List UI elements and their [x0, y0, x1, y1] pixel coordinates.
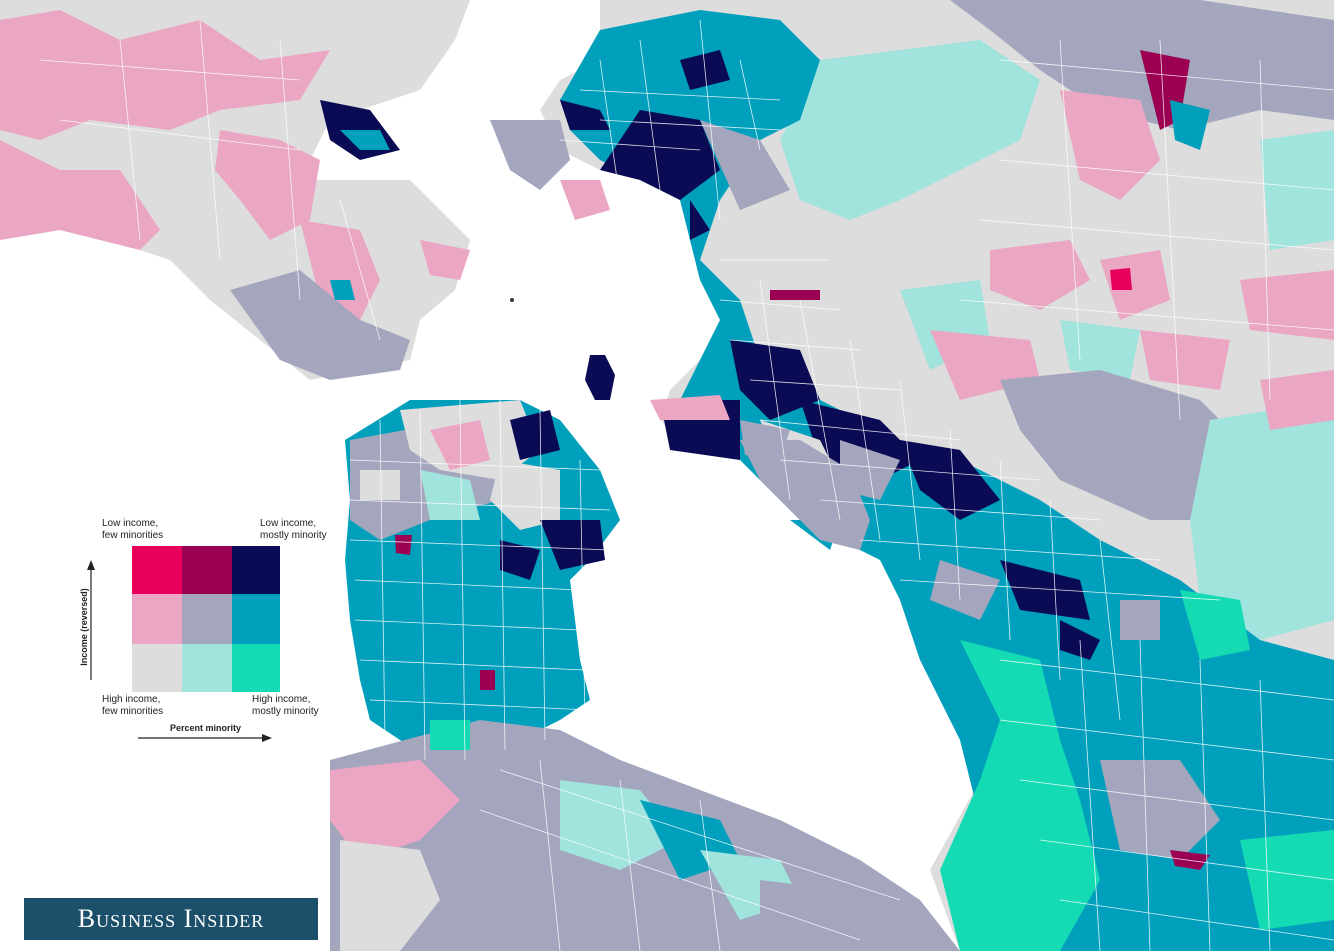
- peninsula-south: [330, 720, 960, 951]
- legend-label-top-left: Low income, few minorities: [102, 518, 164, 541]
- legend-cell-low-income-some-minority: [182, 546, 232, 594]
- logo-text: Business Insider: [77, 904, 265, 933]
- x-axis-arrowhead: [262, 734, 272, 742]
- legend-cell-low-income-mostly-minority: [232, 546, 280, 594]
- legend-cell-mid-income-few-minorities: [132, 594, 182, 644]
- marin-landmass: [0, 0, 470, 380]
- x-axis-label: Percent minority: [170, 723, 242, 733]
- bivariate-legend: Low income, few minorities Low income, m…: [70, 510, 340, 750]
- legend-cell-high-income-mostly-minority: [232, 644, 280, 692]
- legend-cell-mid-income-mostly-minority: [232, 594, 280, 644]
- legend-grid: [87, 546, 280, 742]
- small-island-marker: [510, 298, 514, 302]
- legend-label-top-right: Low income, mostly minority: [260, 518, 327, 541]
- alameda-island: [740, 440, 870, 550]
- y-axis-label: Income (reversed): [79, 588, 89, 666]
- y-axis-arrowhead: [87, 560, 95, 570]
- angel-island: [560, 180, 610, 220]
- legend-cell-low-income-few-minorities: [132, 546, 182, 594]
- point-richmond: [490, 120, 570, 190]
- legend-cell-high-income-few-minorities: [132, 644, 182, 692]
- san-francisco: [345, 400, 620, 760]
- legend-label-bottom-right: High income, mostly minority: [252, 694, 319, 717]
- treasure-island: [585, 355, 615, 400]
- tract-boundaries: [39, 19, 1334, 951]
- legend-cell-high-income-some-minority: [182, 644, 232, 692]
- legend-label-bottom-left: High income, few minorities: [102, 694, 164, 717]
- business-insider-logo: Business Insider: [24, 898, 318, 940]
- legend-cell-mid-income-some-minority: [182, 594, 232, 644]
